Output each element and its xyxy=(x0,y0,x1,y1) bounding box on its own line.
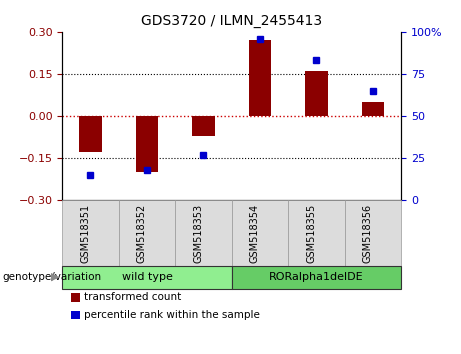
Text: GSM518353: GSM518353 xyxy=(194,204,203,263)
Text: GSM518352: GSM518352 xyxy=(137,204,147,263)
Bar xyxy=(305,71,328,116)
Bar xyxy=(192,116,215,136)
Bar xyxy=(361,102,384,116)
Text: wild type: wild type xyxy=(122,272,172,282)
Text: GSM518354: GSM518354 xyxy=(250,204,260,263)
Bar xyxy=(79,116,102,152)
Text: genotype/variation: genotype/variation xyxy=(2,272,101,282)
Text: GSM518356: GSM518356 xyxy=(363,204,373,263)
Text: percentile rank within the sample: percentile rank within the sample xyxy=(84,310,260,320)
Text: transformed count: transformed count xyxy=(84,292,182,302)
Bar xyxy=(136,116,158,172)
Bar xyxy=(248,40,271,116)
Title: GDS3720 / ILMN_2455413: GDS3720 / ILMN_2455413 xyxy=(141,14,322,28)
Text: GSM518351: GSM518351 xyxy=(81,204,90,263)
Text: ▶: ▶ xyxy=(52,272,60,282)
Text: GSM518355: GSM518355 xyxy=(307,204,316,263)
Text: RORalpha1delDE: RORalpha1delDE xyxy=(269,272,364,282)
